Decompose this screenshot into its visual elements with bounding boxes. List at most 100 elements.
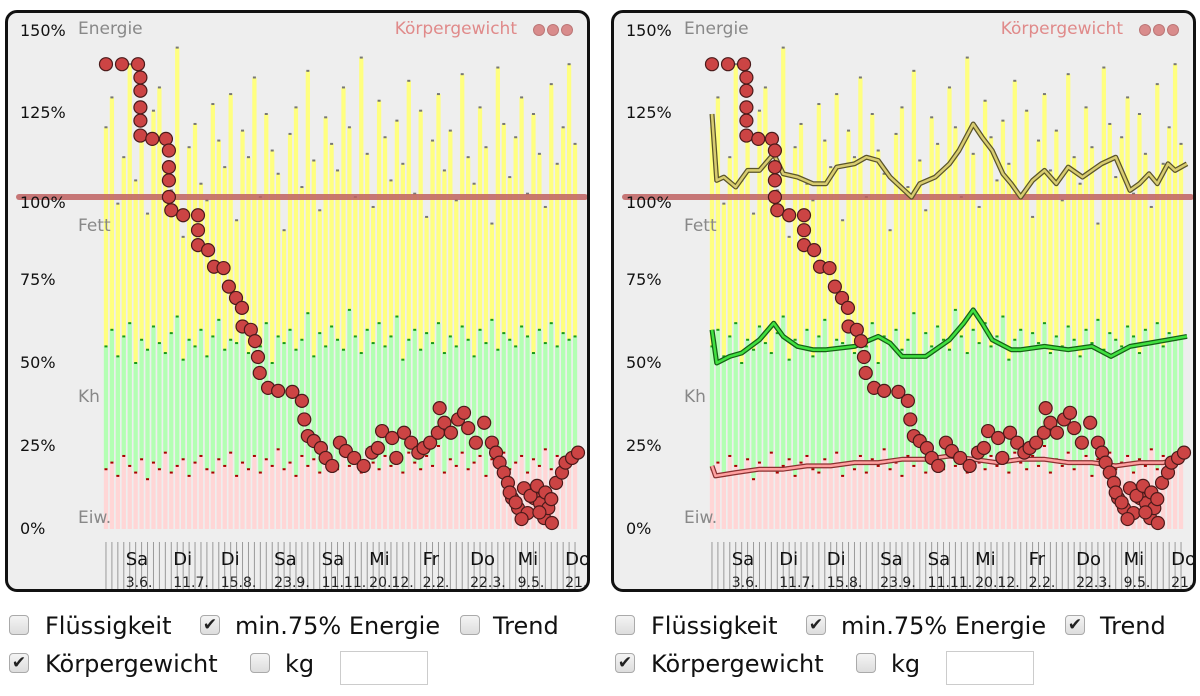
cap-energy	[520, 96, 524, 99]
fluessigkeit-checkbox[interactable]	[9, 615, 29, 635]
min75-energy-label[interactable]: min.75% Energie	[841, 612, 1047, 640]
bar-protein	[353, 459, 358, 529]
trend-label[interactable]: Trend	[493, 612, 559, 640]
weight-point	[145, 131, 160, 146]
x-label-date: 21.6.	[565, 575, 590, 591]
bar-fat	[709, 127, 715, 347]
weight-point	[991, 430, 1006, 446]
cap-protein	[425, 454, 429, 457]
bar-fat	[519, 97, 524, 327]
kg-checkbox[interactable]	[856, 653, 876, 673]
kg-checkbox[interactable]	[250, 653, 270, 673]
cap-carbs	[947, 348, 951, 351]
cap-protein	[466, 468, 470, 471]
cap-energy	[537, 152, 541, 155]
bar-fat	[882, 173, 887, 337]
cap-protein	[514, 461, 518, 464]
cap-energy	[1143, 152, 1147, 155]
bar-carbs	[258, 346, 263, 473]
bar-protein	[1012, 452, 1017, 529]
menu-dots-icon[interactable]	[1139, 24, 1179, 36]
cap-carbs	[454, 345, 458, 348]
cap-energy	[841, 219, 845, 222]
cap-protein	[520, 454, 524, 457]
menu-dots-icon[interactable]	[533, 24, 573, 36]
weight-point	[764, 131, 780, 146]
cap-energy	[1025, 109, 1029, 112]
x-label-day: Do	[1076, 549, 1101, 570]
trend-checkbox[interactable]	[460, 615, 480, 635]
bar-carbs	[240, 326, 245, 463]
x-label-day: Di	[173, 549, 192, 570]
cap-carbs	[805, 328, 809, 331]
koerpergewicht-checkbox[interactable]: ✔	[9, 653, 29, 673]
bar-protein	[347, 465, 352, 529]
cap-carbs	[924, 332, 928, 335]
bar-protein	[424, 455, 429, 529]
trend-label[interactable]: Trend	[1100, 612, 1166, 640]
bar-protein	[727, 455, 732, 529]
cap-carbs	[1143, 328, 1147, 331]
bar-fat	[204, 200, 210, 357]
x-label-date: 20.12.	[369, 575, 414, 591]
cap-protein	[312, 458, 316, 461]
x-label-day: Do	[470, 549, 495, 570]
bar-protein	[757, 462, 762, 529]
weight-point	[294, 393, 310, 408]
cap-protein	[478, 454, 482, 457]
min75-energy-checkbox[interactable]: ✔	[200, 615, 220, 635]
cap-energy	[217, 139, 221, 142]
trend-checkbox[interactable]: ✔	[1065, 615, 1085, 635]
kg-label[interactable]: kg	[285, 650, 315, 678]
bar-protein	[454, 465, 459, 529]
cap-energy	[336, 169, 340, 172]
cap-energy	[134, 179, 138, 182]
cap-energy	[561, 126, 565, 129]
bar-fat	[775, 190, 780, 334]
bar-carbs	[1024, 349, 1029, 470]
weight-point	[1002, 425, 1018, 440]
bar-protein	[715, 462, 721, 529]
weight-point	[374, 423, 390, 439]
cap-energy	[252, 76, 256, 79]
kg-label[interactable]: kg	[891, 650, 921, 678]
bar-protein	[709, 469, 715, 529]
cap-carbs	[1114, 338, 1118, 341]
bar-carbs	[1072, 339, 1077, 470]
cap-energy	[734, 63, 738, 66]
min75-energy-label[interactable]: min.75% Energie	[235, 612, 441, 640]
cap-protein	[264, 458, 268, 461]
fluessigkeit-checkbox[interactable]	[615, 615, 635, 635]
kg-input[interactable]	[340, 651, 428, 685]
cap-energy	[953, 126, 957, 129]
bar-protein	[382, 455, 388, 529]
bar-fat	[1000, 120, 1006, 317]
bar-carbs	[210, 336, 215, 473]
bar-fat	[424, 216, 429, 334]
koerpergewicht-checkbox[interactable]: ✔	[615, 653, 635, 673]
bar-protein	[977, 462, 982, 529]
cap-carbs	[365, 328, 369, 331]
cap-carbs	[520, 325, 524, 328]
cap-protein	[151, 461, 155, 464]
cap-carbs	[722, 355, 726, 358]
cap-protein	[858, 454, 862, 457]
fluessigkeit-label[interactable]: Flüssigkeit	[651, 612, 778, 640]
bar-fat	[1018, 193, 1023, 330]
bar-fat	[329, 143, 334, 327]
cap-protein	[775, 471, 779, 474]
koerpergewicht-label[interactable]: Körpergewicht	[45, 650, 218, 678]
cap-energy	[787, 235, 791, 238]
bar-protein	[905, 455, 911, 529]
min75-energy-checkbox[interactable]: ✔	[806, 615, 826, 635]
fluessigkeit-label[interactable]: Flüssigkeit	[45, 612, 172, 640]
koerpergewicht-label[interactable]: Körpergewicht	[651, 650, 824, 678]
cap-protein	[531, 458, 535, 461]
cap-energy	[365, 152, 369, 155]
kg-input[interactable]	[946, 651, 1034, 685]
cap-energy	[1096, 222, 1100, 225]
y-tick-25: 25%	[626, 436, 662, 455]
bar-carbs	[787, 359, 792, 460]
y-tick-0: 0%	[626, 519, 652, 538]
bar-fat	[988, 137, 994, 347]
